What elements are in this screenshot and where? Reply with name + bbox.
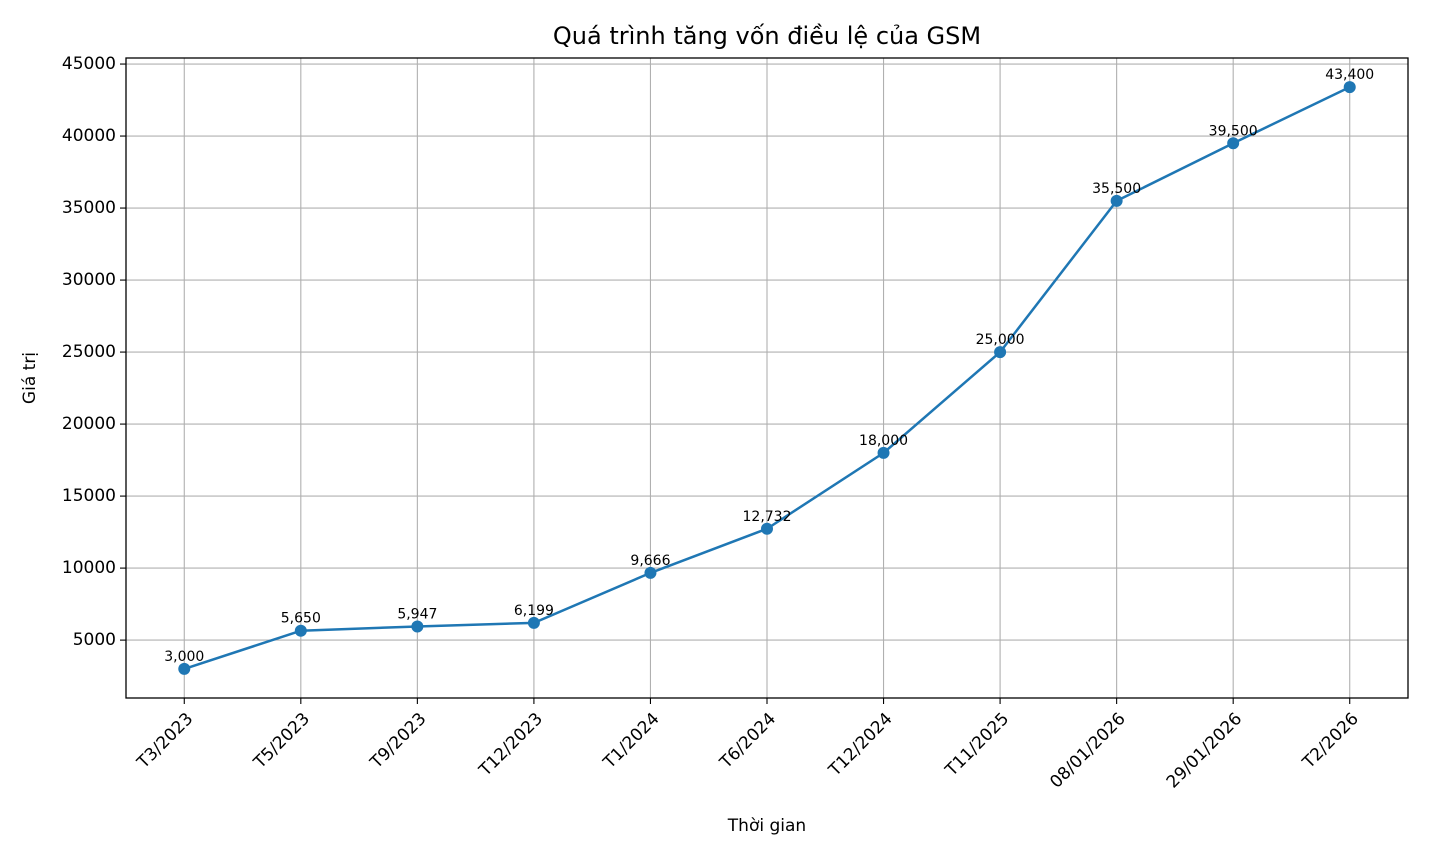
x-tick-label: T12/2024 [824, 709, 896, 781]
x-tick-label: T3/2023 [133, 709, 197, 773]
grid: 5000 10000 15000 20000 25000 30000 35000 40000 4… [62, 54, 1408, 792]
data-point [994, 346, 1007, 359]
y-tick-label: 20000 [62, 414, 116, 434]
y-tick-label: 45000 [62, 54, 116, 74]
plot: 3,000 5,650 5,947 6,199 9,666 12,732 18,000 25,… [164, 67, 1374, 675]
value-label: 18,000 [859, 433, 908, 449]
data-point [644, 566, 657, 579]
data-point [294, 624, 307, 637]
value-label: 12,732 [743, 509, 792, 525]
data-point [1227, 137, 1240, 150]
value-label: 35,500 [1092, 181, 1141, 197]
y-tick-label: 5000 [73, 630, 116, 650]
value-label: 39,500 [1209, 123, 1258, 139]
data-point [178, 662, 191, 675]
data-point [411, 620, 424, 633]
y-tick-label: 40000 [62, 126, 116, 146]
y-tick-label: 35000 [62, 198, 116, 218]
x-tick-label: T6/2024 [716, 709, 780, 773]
chart-title: Quá trình tăng vốn điều lệ của GSM [553, 22, 981, 50]
axes-frame [125, 57, 1409, 699]
y-tick-label: 30000 [62, 270, 116, 290]
x-tick-label: 08/01/2026 [1046, 709, 1129, 792]
data-point [527, 616, 540, 629]
x-tick-label: T5/2023 [249, 709, 313, 773]
data-point [761, 522, 773, 535]
value-label: 3,000 [164, 649, 204, 665]
x-tick-label: T9/2023 [366, 709, 430, 773]
x-tick-label: T2/2026 [1298, 709, 1362, 773]
value-label: 5,650 [281, 611, 321, 627]
y-tick-label: 25000 [62, 342, 116, 362]
x-axis-label: Thời gian [727, 816, 806, 836]
data-point [1343, 81, 1356, 94]
y-axis-label: Giá trị [20, 352, 40, 404]
value-label: 9,666 [630, 553, 670, 569]
value-label: 6,199 [514, 603, 554, 619]
value-label: 25,000 [976, 332, 1025, 348]
value-label: 43,400 [1325, 67, 1374, 83]
x-tick-label: T11/2025 [941, 709, 1013, 781]
value-label: 5,947 [397, 606, 437, 622]
y-tick-label: 15000 [62, 486, 116, 506]
y-tick-label: 10000 [62, 558, 116, 578]
x-tick-label: T1/2024 [599, 709, 663, 773]
x-tick-label: 29/01/2026 [1163, 709, 1246, 792]
data-point [1110, 194, 1123, 207]
data-point [877, 446, 890, 459]
x-tick-label: T12/2023 [475, 709, 547, 781]
